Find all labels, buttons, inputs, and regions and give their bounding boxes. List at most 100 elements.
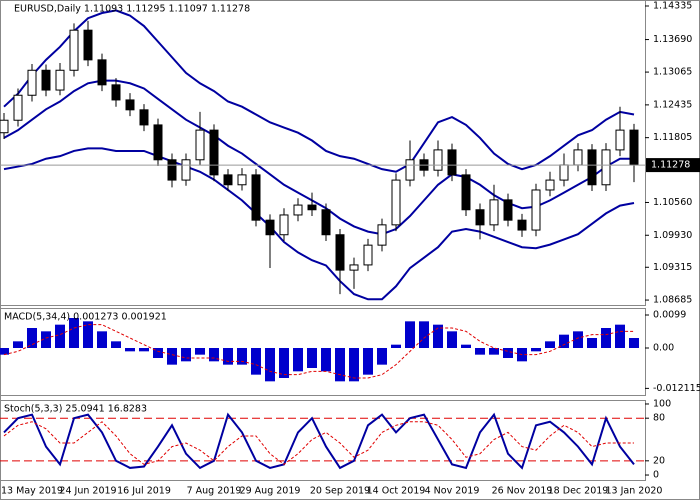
macd-bar — [195, 348, 205, 355]
macd-bar — [545, 341, 555, 348]
macd-bar — [573, 331, 583, 348]
macd-bar — [503, 348, 513, 358]
macd-bar — [237, 348, 247, 365]
candle-body — [181, 159, 191, 181]
macd-bar — [279, 348, 289, 378]
stoch-main — [3, 412, 635, 470]
candle-body — [167, 159, 177, 181]
x-tick-label: 20 Sep 2019 — [310, 486, 370, 497]
macd-bar — [615, 324, 625, 348]
macd-bar — [41, 331, 51, 348]
macd-bar — [489, 348, 499, 355]
candle-body — [293, 204, 303, 216]
macd-bar — [587, 338, 597, 348]
y-tick-label: 80 — [653, 413, 665, 424]
candle-body — [587, 149, 597, 186]
macd-bar — [391, 344, 401, 348]
candle-body — [195, 129, 205, 161]
macd-bar — [475, 348, 485, 355]
candle-body — [321, 209, 331, 236]
candle-body — [125, 99, 135, 111]
candle-body — [489, 199, 499, 226]
candle-body — [237, 174, 247, 186]
macd-bar — [97, 331, 107, 348]
candle-body — [573, 149, 583, 166]
y-tick-label: 1.08685 — [653, 295, 692, 306]
macd-bar — [167, 348, 177, 365]
macd-signal — [3, 324, 634, 379]
macd-bar — [377, 348, 387, 365]
macd-bar — [0, 348, 9, 355]
macd-bar — [307, 348, 317, 368]
macd-bar — [181, 348, 191, 362]
macd-bar — [447, 331, 457, 348]
candle-body — [153, 124, 163, 161]
macd-bar — [139, 348, 149, 352]
x-tick-label: 7 Aug 2019 — [187, 486, 242, 497]
candle-body — [265, 219, 275, 236]
x-tick-label: 4 Nov 2019 — [425, 486, 480, 497]
y-tick-label: 1.11805 — [653, 132, 692, 143]
panel-title: Stoch(5,3,3) 25.0941 16.8283 — [4, 404, 147, 415]
candle-body — [27, 69, 37, 96]
macd-bar — [419, 321, 429, 348]
y-tick-label: 0 — [653, 470, 659, 481]
bollinger-band — [3, 79, 634, 236]
panel-border — [0, 400, 646, 481]
bollinger-band — [3, 147, 635, 301]
candle-body — [503, 199, 513, 221]
x-tick-label: 18 Dec 2019 — [548, 486, 609, 497]
macd-bar — [601, 328, 611, 348]
candle-body — [13, 94, 23, 121]
y-tick-label: 1.13690 — [653, 34, 692, 45]
candle-body — [41, 69, 51, 91]
candle-body — [517, 219, 527, 231]
macd-bar — [153, 348, 163, 358]
panel-title: MACD(5,34,4) 0.001273 0.001921 — [4, 312, 167, 323]
candle-body — [335, 234, 345, 271]
macd-bar — [531, 348, 541, 352]
y-tick-label: 20 — [653, 455, 665, 466]
candle-body — [615, 129, 625, 151]
candle-body — [209, 129, 219, 176]
candle-body — [223, 174, 233, 186]
macd-bar — [251, 348, 261, 375]
y-tick-label: 0.0099 — [653, 310, 686, 321]
macd-bar — [209, 348, 219, 362]
panel-title: EURUSD,Daily 1.11093 1.11295 1.11097 1.1… — [14, 4, 250, 15]
x-tick-label: 13 May 2019 — [1, 486, 63, 497]
candle-body — [363, 244, 373, 266]
macd-bar — [55, 324, 65, 348]
last-price-label: 1.11278 — [651, 160, 690, 171]
y-tick-label: 1.14335 — [653, 0, 692, 11]
macd-bar — [223, 348, 233, 365]
candle-body — [55, 69, 65, 91]
candle-body — [629, 129, 639, 166]
candle-body — [447, 149, 457, 176]
candle-body — [307, 204, 317, 211]
candle-body — [83, 29, 93, 61]
macd-bar — [321, 348, 331, 372]
x-tick-label: 29 Aug 2019 — [240, 486, 301, 497]
candle-body — [97, 59, 107, 86]
macd-bar — [293, 348, 303, 372]
panel-border — [0, 0, 646, 306]
candle-body — [391, 179, 401, 226]
x-tick-label: 26 Nov 2019 — [492, 486, 553, 497]
y-tick-label: 1.09315 — [653, 262, 692, 273]
y-tick-label: 0.00 — [653, 343, 674, 354]
y-tick-label: 1.09930 — [653, 230, 692, 241]
candle-body — [251, 174, 261, 221]
macd-bar — [405, 321, 415, 348]
candle-body — [601, 149, 611, 186]
macd-bar — [629, 338, 639, 348]
macd-bar — [461, 344, 471, 348]
bollinger-band — [3, 9, 635, 173]
candle-body — [433, 149, 443, 171]
macd-bar — [111, 341, 121, 348]
y-tick-label: 1.12435 — [653, 99, 692, 110]
candle-body — [531, 189, 541, 231]
